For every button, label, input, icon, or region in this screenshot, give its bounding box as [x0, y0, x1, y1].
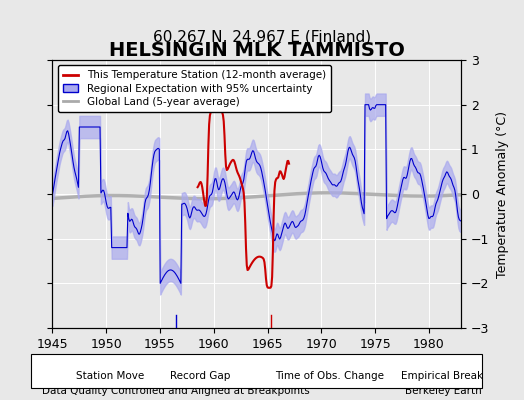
Title: HELSINGIN MLK TAMMISTO: HELSINGIN MLK TAMMISTO: [109, 41, 405, 60]
Text: Station Move: Station Move: [76, 371, 144, 381]
Text: Time of Obs. Change: Time of Obs. Change: [275, 371, 384, 381]
Text: 60.267 N, 24.967 E (Finland): 60.267 N, 24.967 E (Finland): [153, 29, 371, 44]
Text: Empirical Break: Empirical Break: [401, 371, 483, 381]
Text: Record Gap: Record Gap: [170, 371, 231, 381]
Legend: This Temperature Station (12-month average), Regional Expectation with 95% uncer: This Temperature Station (12-month avera…: [58, 65, 331, 112]
Text: Data Quality Controlled and Aligned at Breakpoints: Data Quality Controlled and Aligned at B…: [42, 386, 310, 396]
Text: Berkeley Earth: Berkeley Earth: [406, 386, 482, 396]
Y-axis label: Temperature Anomaly (°C): Temperature Anomaly (°C): [496, 110, 509, 278]
